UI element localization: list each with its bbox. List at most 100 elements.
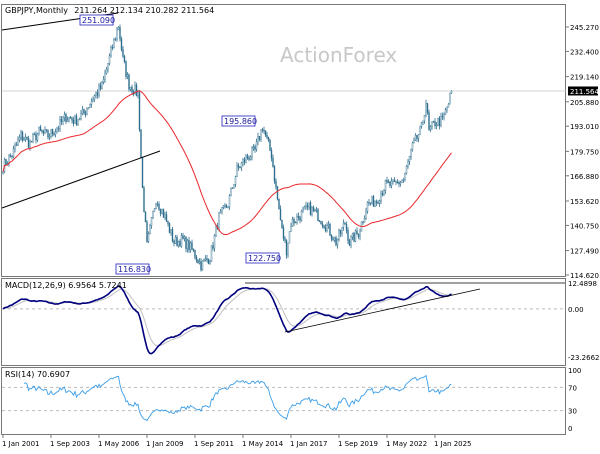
candle-body — [183, 236, 186, 239]
candle-body — [77, 119, 79, 125]
macd-y-tick-label: 12.4898 — [568, 280, 597, 288]
x-tick-label: 1 Sep 2019 — [338, 440, 378, 448]
candle-body — [449, 92, 451, 105]
macd-title: MACD(12,26,9) 6.9564 5.7241 — [5, 281, 127, 290]
candle-body — [185, 236, 187, 249]
candle-body — [264, 130, 267, 136]
y-tick-label: 127.490 — [570, 248, 599, 256]
candle-body — [284, 238, 286, 241]
candle-body — [228, 195, 231, 208]
candle-body — [180, 235, 183, 247]
candle-body — [89, 104, 91, 109]
candle-body — [44, 129, 46, 134]
candle-body — [143, 187, 145, 213]
candle-body — [210, 245, 213, 262]
price-annotation-label: 251.090 — [82, 16, 115, 25]
y-tick-label: 205.880 — [570, 99, 599, 107]
candle-body — [234, 176, 237, 185]
candle-body — [114, 38, 117, 40]
candle-body — [266, 134, 268, 138]
candle-body — [242, 159, 244, 163]
candle-body — [446, 107, 448, 110]
candle-body — [35, 133, 37, 141]
candle-body — [71, 118, 73, 121]
candle-body — [18, 137, 21, 141]
candle-body — [126, 74, 129, 77]
candle-body — [152, 210, 154, 218]
candle-body — [170, 229, 172, 233]
candle-body — [117, 27, 120, 31]
rsi-y-tick-label: 0 — [568, 425, 572, 433]
price-title: GBPJPY,Monthly — [5, 6, 68, 15]
candle-body — [141, 157, 144, 189]
candle-body — [383, 190, 385, 195]
candle-body — [60, 119, 63, 122]
candle-body — [240, 162, 243, 168]
candle-body — [200, 261, 202, 271]
candle-body — [350, 236, 352, 246]
candle-body — [413, 139, 415, 143]
candle-body — [153, 208, 156, 212]
x-tick-label: 1 Jan 2001 — [2, 440, 40, 448]
candle-body — [86, 108, 88, 115]
candle-body — [332, 238, 334, 241]
candle-body — [303, 206, 306, 210]
candle-body — [243, 159, 246, 163]
candle-body — [248, 157, 250, 160]
candle-body — [317, 209, 319, 221]
candle-body — [294, 222, 297, 224]
candle-body — [5, 159, 7, 165]
price-annotation-label: 122.750 — [248, 254, 281, 263]
candle-body — [80, 113, 82, 119]
candle-body — [308, 202, 310, 208]
candle-body — [74, 115, 76, 124]
candle-body — [429, 126, 432, 130]
price-annotation-box — [245, 252, 280, 264]
ohlc-readout: 211.264 212.134 210.282 211.564 — [74, 6, 214, 15]
trendline-lower — [1, 150, 161, 209]
candle-body — [156, 203, 159, 205]
candle-body — [29, 141, 31, 148]
macd-y-tick-label: 0.00 — [568, 306, 584, 314]
candle-body — [92, 99, 94, 102]
current-price-box — [568, 86, 598, 96]
candle-body — [179, 240, 181, 247]
current-price-label: 211.564 — [570, 88, 599, 96]
candle-body — [384, 180, 387, 191]
candle-body — [237, 165, 240, 168]
candle-body — [342, 222, 345, 228]
candle-body — [326, 225, 328, 231]
candle-body — [348, 240, 351, 246]
candle-body — [426, 103, 429, 113]
candle-body — [2, 171, 4, 173]
candle-body — [162, 209, 165, 218]
candle-body — [24, 136, 27, 140]
x-tick-label: 1 Jan 2025 — [434, 440, 472, 448]
candle-body — [288, 231, 291, 244]
candle-body — [195, 257, 198, 261]
candle-body — [177, 240, 180, 246]
candle-body — [378, 200, 381, 204]
candle-body — [357, 233, 360, 238]
candle-body — [65, 114, 67, 122]
candle-body — [296, 215, 298, 223]
candle-body — [302, 209, 304, 212]
candle-body — [299, 217, 301, 221]
candle-body — [285, 240, 288, 256]
candle-body — [41, 130, 43, 132]
rsi-y-tick-label: 30 — [568, 408, 577, 416]
candle-body — [23, 139, 25, 141]
candle-body — [270, 149, 273, 159]
candle-body — [59, 119, 61, 129]
candle-body — [323, 225, 325, 228]
candle-body — [407, 161, 409, 167]
candle-body — [108, 55, 111, 64]
candle-body — [75, 115, 78, 125]
candle-body — [125, 61, 127, 77]
candle-body — [227, 206, 229, 208]
candle-body — [273, 166, 276, 182]
candle-body — [267, 137, 270, 141]
candle-body — [423, 114, 426, 122]
candle-body — [81, 109, 84, 114]
candle-body — [252, 146, 255, 149]
